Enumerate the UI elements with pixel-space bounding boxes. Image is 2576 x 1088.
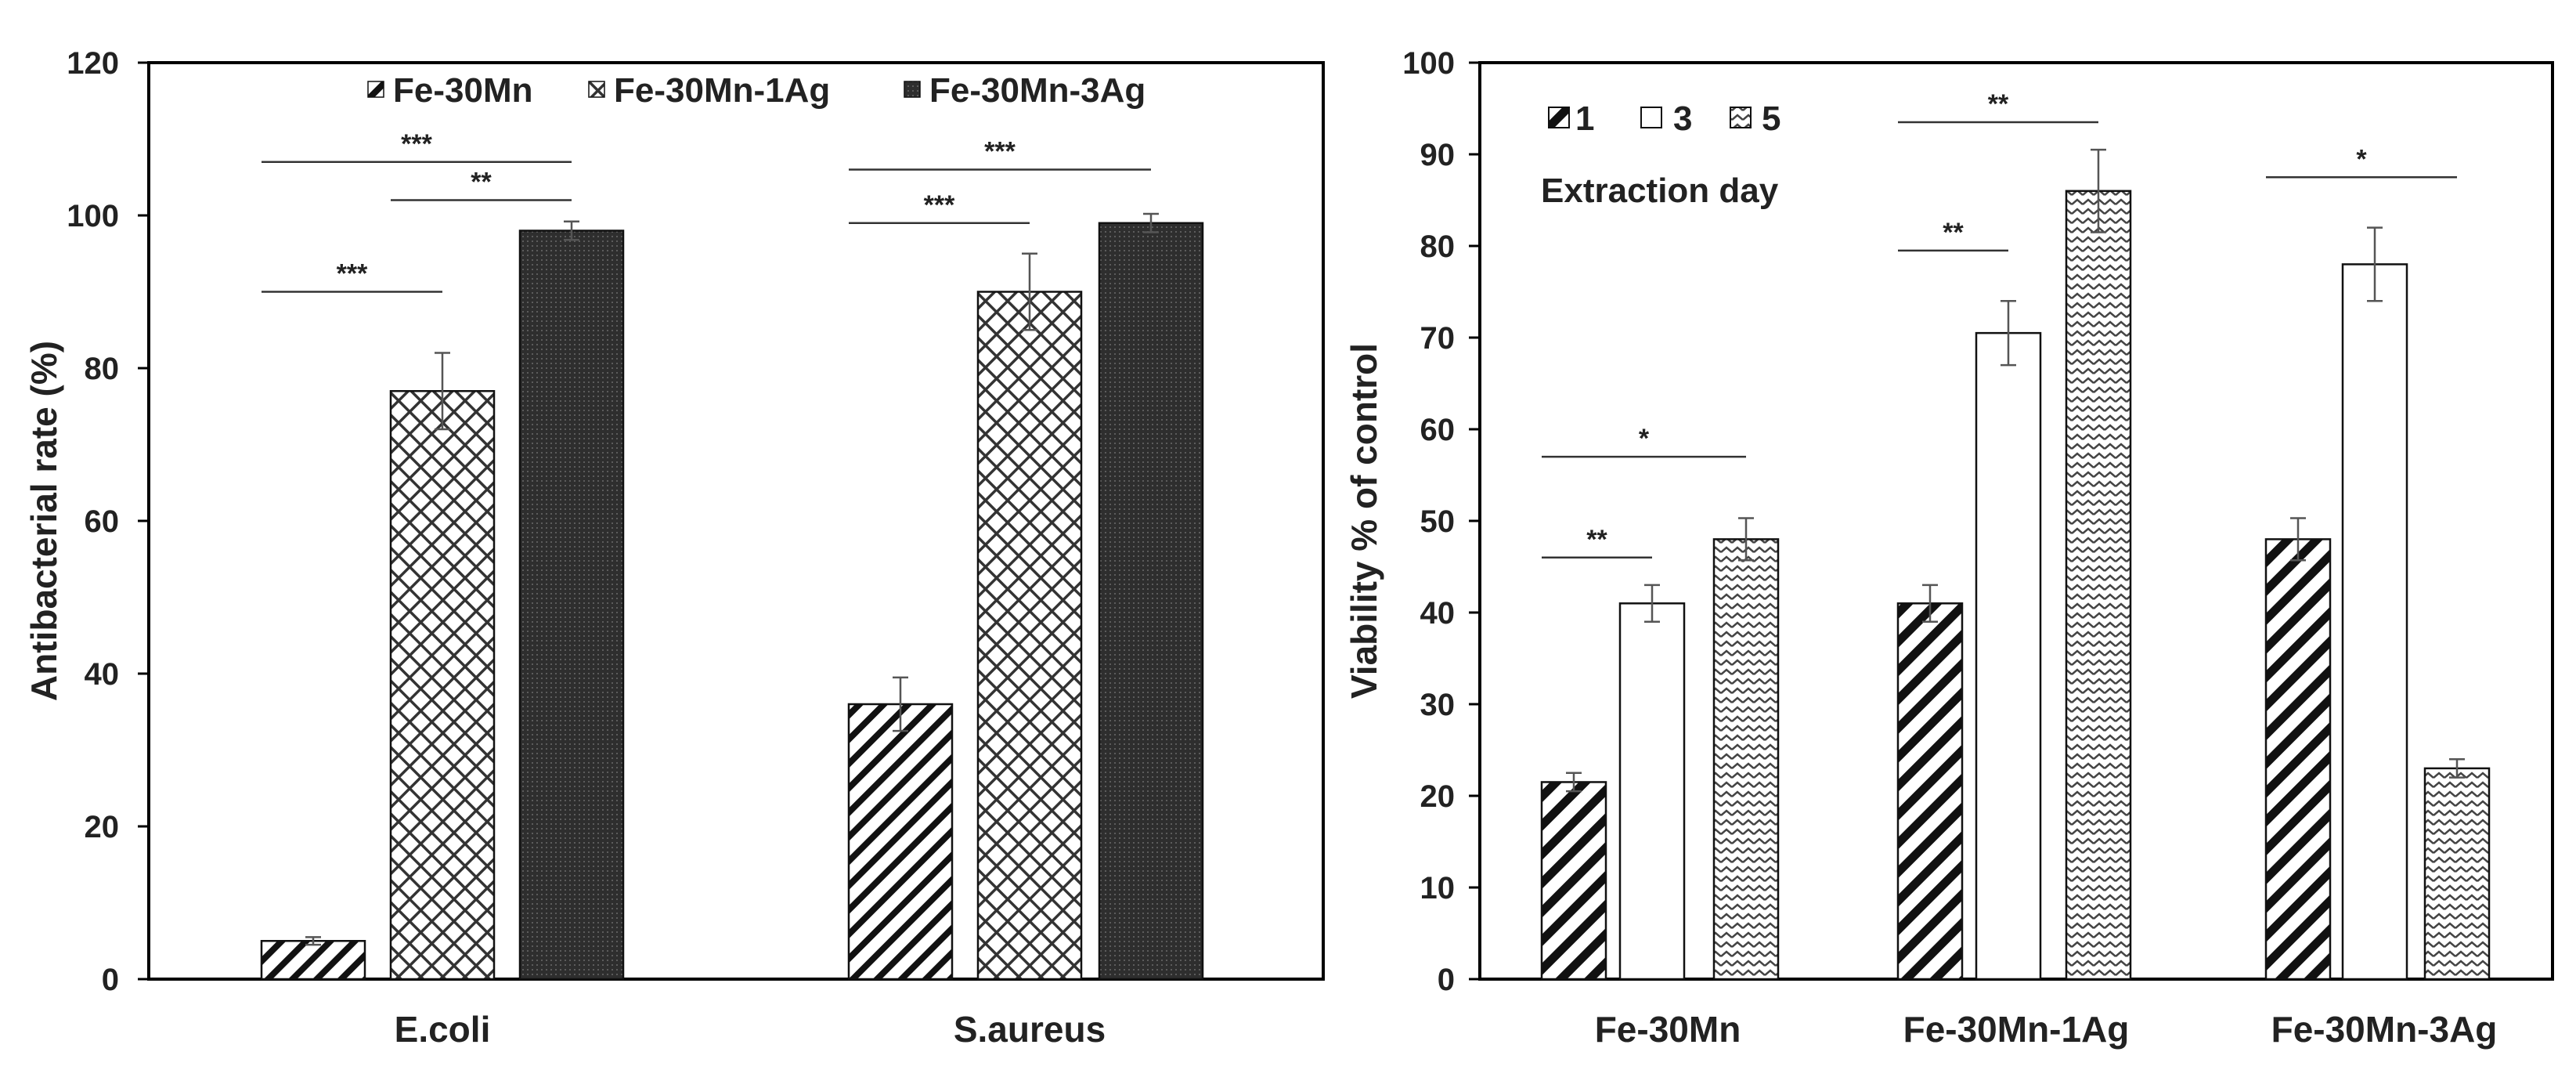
legend-swatch-day-3 (1640, 107, 1662, 128)
significance-right: ******** (1542, 89, 2457, 559)
legend-left: Fe-30Mn Fe-30Mn-1Ag Fe-30Mn-3Ag (367, 71, 1145, 110)
legend-label-day-1: 1 (1575, 99, 1594, 138)
bars-right (1540, 190, 2491, 981)
bar-fe-30mn-1ag-e-coli (389, 390, 496, 981)
significance-label: ** (1586, 525, 1607, 555)
y-ticks-right: 0 10 20 30 40 50 60 70 80 90 100 (1402, 46, 1480, 997)
error-bars-left (305, 212, 1159, 946)
y-tick-label: 40 (1420, 596, 1456, 631)
y-tick-label: 0 (102, 963, 119, 997)
bar-1-fe-30mn (1540, 781, 1607, 981)
y-tick-label: 20 (85, 810, 120, 844)
y-ticks-left: 0 20 40 60 80 100 120 (67, 46, 149, 997)
legend-label-day-3: 3 (1673, 99, 1692, 138)
legend-swatch-day-5 (1730, 107, 1752, 128)
y-tick-label: 80 (85, 352, 120, 386)
error-bars-right (1566, 148, 2465, 793)
legend-label-fe-30mn: Fe-30Mn (393, 71, 532, 110)
bar-3-fe-30mn (1618, 602, 1686, 981)
legend-label-day-5: 5 (1762, 99, 1780, 138)
significance-left: ************** (262, 129, 1151, 293)
viability-chart: Viability % of control 0 10 20 30 40 50 60 70 80… (1344, 46, 2554, 1050)
bar-5-fe-30mn-1ag (2065, 190, 2132, 981)
y-tick-label: 80 (1420, 230, 1456, 264)
y-tick-label: 60 (85, 504, 120, 539)
y-tick-label: 100 (67, 199, 119, 233)
category-label-s-aureus: S.aureus (954, 1009, 1106, 1050)
bar-3-fe-30mn-3ag (2341, 263, 2408, 981)
category-label-e-coli: E.coli (395, 1009, 491, 1050)
y-tick-label: 10 (1420, 871, 1456, 905)
legend-swatch-fe-30mn (367, 81, 384, 98)
y-tick-label: 120 (67, 46, 119, 81)
bar-fe-30mn-3ag-s-aureus (1098, 222, 1204, 981)
y-tick-label: 30 (1420, 688, 1456, 722)
legend-right: 1 3 5 Extraction day (1541, 99, 1780, 210)
bar-5-fe-30mn-3ag (2423, 767, 2491, 981)
bar-fe-30mn-1ag-s-aureus (976, 291, 1083, 981)
legend-swatch-fe-30mn-3ag (904, 81, 921, 98)
significance-label: * (1639, 424, 1650, 454)
significance-label: * (2356, 144, 2367, 174)
significance-label: ** (471, 168, 492, 197)
category-label-fe-30mn-3ag: Fe-30Mn-3Ag (2271, 1009, 2498, 1050)
significance-label: *** (401, 129, 432, 159)
y-tick-label: 20 (1420, 779, 1456, 814)
legend-swatch-day-1 (1548, 107, 1570, 128)
significance-label: *** (924, 190, 955, 220)
legend-label-fe-30mn-1ag: Fe-30Mn-1Ag (614, 71, 830, 110)
bar-fe-30mn-e-coli (260, 940, 366, 981)
bar-fe-30mn-3ag-e-coli (518, 230, 625, 981)
bar-3-fe-30mn-1ag (1975, 331, 2042, 981)
category-labels-right: Fe-30Mn Fe-30Mn-1Ag Fe-30Mn-3Ag (1595, 1009, 2498, 1050)
y-tick-label: 70 (1420, 321, 1456, 356)
bar-1-fe-30mn-3ag (2264, 538, 2332, 981)
y-axis-label-right: Viability % of control (1344, 343, 1384, 699)
category-label-fe-30mn: Fe-30Mn (1595, 1009, 1741, 1050)
y-axis-label-left: Antibacterial rate (%) (23, 341, 64, 701)
significance-label: ** (1988, 89, 2009, 119)
y-tick-label: 0 (1438, 963, 1455, 997)
legend-swatch-fe-30mn-1ag (588, 81, 605, 98)
y-tick-label: 40 (85, 657, 120, 692)
legend-title-extraction-day: Extraction day (1541, 172, 1779, 210)
significance-label: *** (984, 137, 1016, 167)
legend-label-fe-30mn-3ag: Fe-30Mn-3Ag (929, 71, 1145, 110)
category-label-fe-30mn-1ag: Fe-30Mn-1Ag (1903, 1009, 2130, 1050)
y-tick-label: 90 (1420, 138, 1456, 172)
antibacterial-chart: Antibacterial rate (%) 0 20 40 60 80 100 120 *… (23, 46, 1325, 1050)
bars-left (260, 222, 1204, 981)
y-tick-label: 100 (1402, 46, 1455, 81)
significance-label: ** (1943, 218, 1964, 248)
bar-fe-30mn-s-aureus (847, 703, 954, 981)
y-tick-label: 50 (1420, 504, 1456, 539)
significance-label: *** (337, 259, 368, 289)
y-tick-label: 60 (1420, 413, 1456, 447)
bar-5-fe-30mn (1712, 538, 1780, 981)
category-labels-left: E.coli S.aureus (395, 1009, 1106, 1050)
bar-1-fe-30mn-1ag (1896, 602, 1964, 981)
